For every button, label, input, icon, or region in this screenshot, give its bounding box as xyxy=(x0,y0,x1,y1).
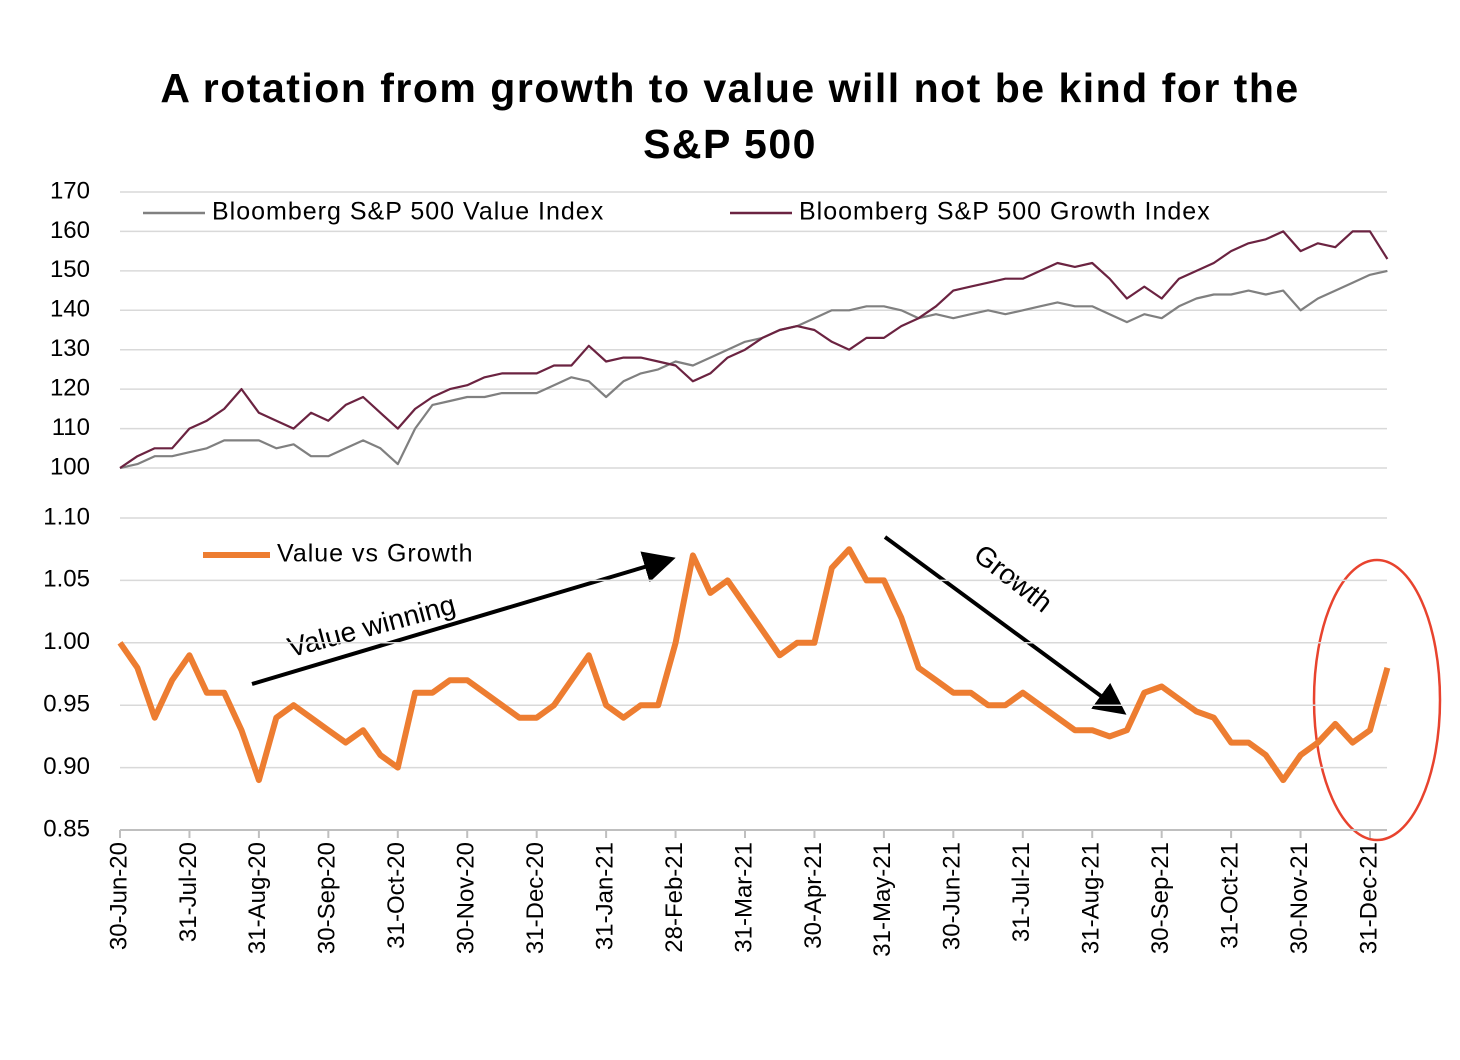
arrow xyxy=(251,551,676,686)
x-tick-label: 31-Oct-20 xyxy=(383,842,410,949)
y-tick-label: 0.95 xyxy=(43,691,90,718)
x-tick-label: 31-Aug-20 xyxy=(244,842,271,954)
x-tick-label: 31-Jul-21 xyxy=(1008,842,1035,942)
y-tick-label: 110 xyxy=(52,414,90,441)
legend-label: Value vs Growth xyxy=(277,540,474,568)
series-line xyxy=(119,269,1388,470)
x-tick-label: 31-Mar-21 xyxy=(730,842,757,953)
x-tick-label: 30-Apr-21 xyxy=(800,842,827,949)
y-tick-label: 0.85 xyxy=(43,815,90,842)
x-tick-label: 31-Dec-20 xyxy=(522,842,549,954)
y-tick-label: 140 xyxy=(50,296,90,323)
y-tick-label: 160 xyxy=(50,217,90,244)
series-line xyxy=(119,230,1389,469)
y-tick-label: 150 xyxy=(50,256,90,283)
y-tick-label: 1.10 xyxy=(43,503,90,530)
x-tick-label: 30-Sep-20 xyxy=(314,842,341,954)
x-tick-label: 31-May-21 xyxy=(869,842,896,957)
x-tick-label: 28-Feb-21 xyxy=(661,842,688,953)
x-tick-label: 30-Sep-21 xyxy=(1147,842,1174,954)
x-tick-label: 30-Nov-21 xyxy=(1286,842,1313,954)
chart-title: A rotation from growth to value will not… xyxy=(160,65,1300,167)
y-tick-label: 1.05 xyxy=(43,566,90,593)
y-tick-label: 100 xyxy=(50,453,90,480)
series-line xyxy=(117,546,1391,784)
x-tick-label: 31-Aug-21 xyxy=(1078,842,1105,954)
x-tick-label: 31-Dec-21 xyxy=(1355,842,1382,954)
y-tick-label: 130 xyxy=(50,335,90,362)
y-tick-label: 0.90 xyxy=(43,753,90,780)
legend-label: Bloomberg S&P 500 Growth Index xyxy=(799,198,1211,226)
x-tick-label: 31-Oct-21 xyxy=(1216,842,1243,949)
y-tick-label: 120 xyxy=(50,374,90,401)
y-tick-label: 1.00 xyxy=(43,628,90,655)
x-tick-label: 30-Jun-21 xyxy=(939,842,966,950)
arrow xyxy=(883,535,1127,715)
x-tick-label: 30-Jun-20 xyxy=(105,842,132,950)
x-tick-label: 30-Nov-20 xyxy=(453,842,480,954)
annotation: Value winning xyxy=(284,589,458,664)
x-tick-label: 31-Jul-20 xyxy=(175,842,202,942)
y-tick-label: 170 xyxy=(50,177,90,204)
x-tick-label: 31-Jan-21 xyxy=(591,842,618,950)
highlight-ellipse xyxy=(1312,558,1442,842)
legend-label: Bloomberg S&P 500 Value Index xyxy=(212,198,604,226)
